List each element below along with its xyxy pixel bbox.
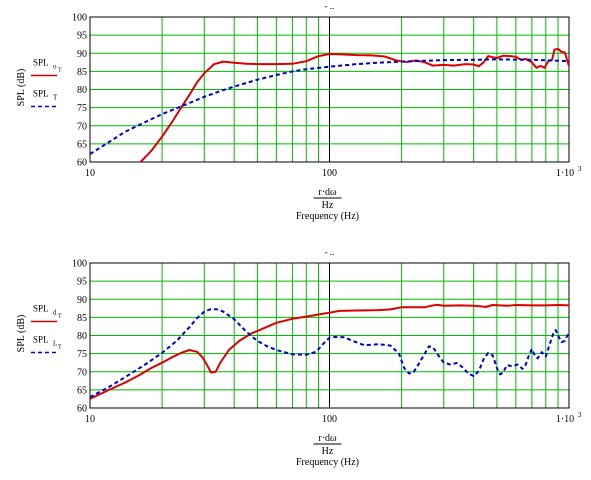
legend-subscript: L — [53, 340, 57, 348]
y-tick-label: 80 — [77, 85, 87, 96]
x-axis-denominator: Hz — [322, 200, 334, 211]
x-tick-exponent: 3 — [578, 411, 582, 419]
y-tick-label: 60 — [77, 404, 87, 415]
y-tick-label: 80 — [77, 331, 87, 342]
y-tick-label: 90 — [77, 295, 87, 306]
y-axis-label: SPL (dB) — [16, 315, 27, 353]
y-tick-label: 70 — [77, 121, 87, 132]
y-tick-label: 100 — [72, 259, 87, 270]
x-axis-numerator: r·dω — [318, 433, 337, 444]
y-tick-label: 60 — [77, 158, 87, 169]
series-line-2 — [90, 58, 569, 155]
x-axis-denominator: Hz — [322, 446, 334, 457]
legend-subsubscript: T — [58, 68, 62, 74]
x-tick-label: 100 — [322, 168, 337, 179]
legend-subsubscript: T — [58, 345, 62, 351]
x-axis-label: Frequency (Hz) — [296, 457, 359, 468]
x-axis-numerator: r·dω — [318, 187, 337, 198]
x-tick-label: 10 — [85, 414, 95, 425]
legend-entry: SPL T — [31, 89, 58, 108]
legend-subsubscript: T — [58, 314, 62, 320]
legend-label: SPL — [33, 58, 49, 68]
x-tick-label: 100 — [322, 414, 337, 425]
y-tick-label: 65 — [77, 139, 87, 150]
legend-entry: SPL d T — [31, 304, 62, 323]
x-axis-label: Frequency (Hz) — [296, 211, 359, 222]
chart-top-marker: - .. — [325, 1, 335, 11]
chart-panel-2: - .. 60 65 70 75 80 85 90 95 100 10 100 1·10 3 r·dω HzF… — [16, 247, 582, 468]
x-tick-exponent: 3 — [578, 165, 582, 173]
x-tick-label: 1·10 — [556, 168, 574, 179]
y-tick-label: 75 — [77, 103, 87, 114]
y-tick-label: 95 — [77, 31, 87, 42]
legend-label: SPL — [33, 335, 49, 345]
series-line-1 — [90, 303, 569, 400]
y-tick-label: 85 — [77, 313, 87, 324]
chart-top-marker: - .. — [325, 247, 335, 257]
y-tick-label: 95 — [77, 277, 87, 288]
plot-frame — [89, 16, 570, 163]
y-tick-label: 65 — [77, 385, 87, 396]
x-tick-label: 1·10 — [556, 414, 574, 425]
chart-panel-1: - .. 60 65 70 75 80 85 90 95 100 10 100 1·10 3 r·dω HzF… — [16, 1, 582, 222]
legend-subscript: d — [53, 309, 57, 317]
series-line-2 — [90, 308, 569, 398]
legend-subscript: T — [53, 94, 58, 102]
y-tick-label: 70 — [77, 367, 87, 378]
legend-label: SPL — [33, 304, 49, 314]
legend-label: SPL — [33, 89, 49, 99]
y-axis-label: SPL (dB) — [16, 69, 27, 107]
y-tick-label: 75 — [77, 349, 87, 360]
legend-entry: SPL o T — [31, 58, 62, 77]
y-tick-label: 90 — [77, 49, 87, 60]
series-line-1 — [139, 47, 569, 162]
y-tick-label: 100 — [72, 13, 87, 24]
x-tick-label: 10 — [85, 168, 95, 179]
legend-subscript: o — [53, 63, 57, 71]
plot-frame — [89, 262, 570, 409]
y-tick-label: 85 — [77, 67, 87, 78]
legend-entry: SPL L T — [31, 335, 62, 354]
